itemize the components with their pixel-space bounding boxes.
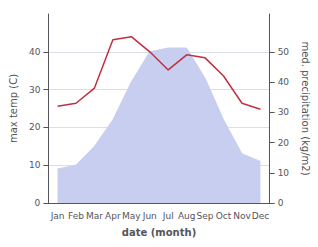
svg-text:10: 10 xyxy=(29,160,41,170)
svg-text:Jun: Jun xyxy=(142,211,157,221)
svg-text:Apr: Apr xyxy=(105,211,121,221)
svg-text:med. precipitation (kg/m2): med. precipitation (kg/m2) xyxy=(300,41,311,175)
svg-text:40: 40 xyxy=(278,77,290,87)
svg-text:10: 10 xyxy=(278,168,290,178)
svg-text:0: 0 xyxy=(35,198,41,208)
svg-text:Oct: Oct xyxy=(216,211,232,221)
svg-text:0: 0 xyxy=(278,198,284,208)
svg-text:50: 50 xyxy=(278,47,290,57)
svg-text:Mar: Mar xyxy=(86,211,103,221)
svg-text:Nov: Nov xyxy=(233,211,251,221)
svg-text:Jan: Jan xyxy=(50,211,65,221)
svg-text:20: 20 xyxy=(278,138,290,148)
svg-text:Feb: Feb xyxy=(68,211,84,221)
svg-text:Aug: Aug xyxy=(178,211,196,221)
svg-text:20: 20 xyxy=(29,122,41,132)
svg-text:Jul: Jul xyxy=(162,211,174,221)
svg-text:40: 40 xyxy=(29,47,41,57)
svg-text:Sep: Sep xyxy=(197,211,214,221)
svg-text:date (month): date (month) xyxy=(122,227,196,238)
svg-text:May: May xyxy=(122,211,141,221)
svg-text:max temp (C): max temp (C) xyxy=(8,74,19,143)
svg-text:30: 30 xyxy=(278,107,290,117)
svg-text:Dec: Dec xyxy=(252,211,269,221)
svg-text:30: 30 xyxy=(29,85,41,95)
